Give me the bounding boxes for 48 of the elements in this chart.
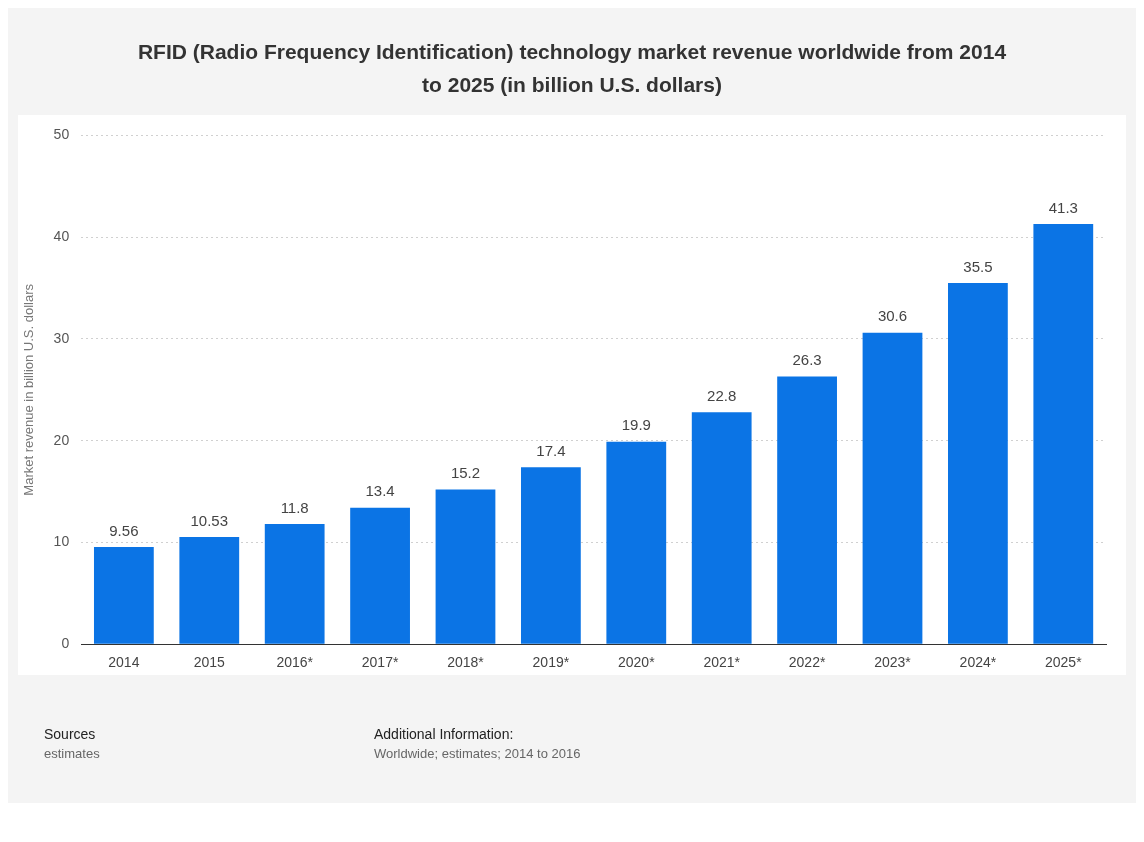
y-tick-label: 20 [53, 431, 70, 448]
data-label: 13.4 [365, 482, 395, 500]
bar [948, 283, 1008, 644]
y-axis-title: Market revenue in billion U.S. dollars [21, 283, 37, 496]
x-tick-label: 2020* [617, 654, 656, 671]
text: Additional Information: [374, 725, 515, 745]
data-label: 15.2 [450, 464, 481, 482]
bar [520, 467, 581, 644]
data-label: 26.3 [792, 351, 822, 369]
data-label: 9.56 [109, 521, 139, 539]
y-tick-label: 40 [53, 228, 70, 245]
x-tick-label: 2017* [361, 654, 399, 671]
x-tick-label: 2014 [108, 654, 140, 671]
x-tick-label: 2023* [874, 654, 912, 671]
y-tick-label: 0 [61, 635, 70, 652]
data-label: 11.8 [280, 498, 309, 516]
text: Worldwide; estimates; 2014 to 2016 [374, 744, 581, 763]
bar [264, 524, 325, 644]
x-tick-label: 2015 [193, 654, 226, 671]
bar [862, 332, 923, 644]
data-label: 30.6 [877, 307, 908, 325]
y-tick-label: 10 [53, 533, 70, 550]
chart-title: RFID (Radio Frequency Identification) technology market revenue worldwide from 2014 to 2025 (in billion U.S. dollars) [136, 39, 1008, 98]
bar [606, 441, 667, 644]
bar [691, 412, 752, 644]
x-tick-label: 2016* [276, 654, 314, 671]
x-tick-label: 2019* [532, 654, 570, 671]
data-label: 19.9 [621, 416, 651, 434]
y-tick-label: 30 [53, 329, 70, 346]
bar [93, 547, 154, 644]
x-tick-label: 2022* [788, 654, 826, 671]
x-tick-label: 2021* [703, 654, 741, 671]
text: estimates [44, 744, 101, 763]
data-label: 22.8 [707, 386, 737, 404]
bar [350, 507, 410, 644]
y-tick-label: 50 [53, 126, 70, 143]
x-tick-label: 2025* [1045, 654, 1083, 671]
bar [435, 489, 496, 644]
x-tick-label: 2024* [959, 654, 997, 671]
bar [179, 537, 240, 644]
bar [1033, 224, 1094, 644]
text: Sources [44, 725, 97, 745]
data-label: 35.5 [963, 257, 993, 275]
bar [777, 376, 837, 644]
data-label: 41.3 [1048, 198, 1078, 216]
x-tick-label: 2018* [447, 654, 485, 671]
data-label: 10.53 [190, 511, 229, 529]
data-label: 17.4 [536, 441, 566, 459]
